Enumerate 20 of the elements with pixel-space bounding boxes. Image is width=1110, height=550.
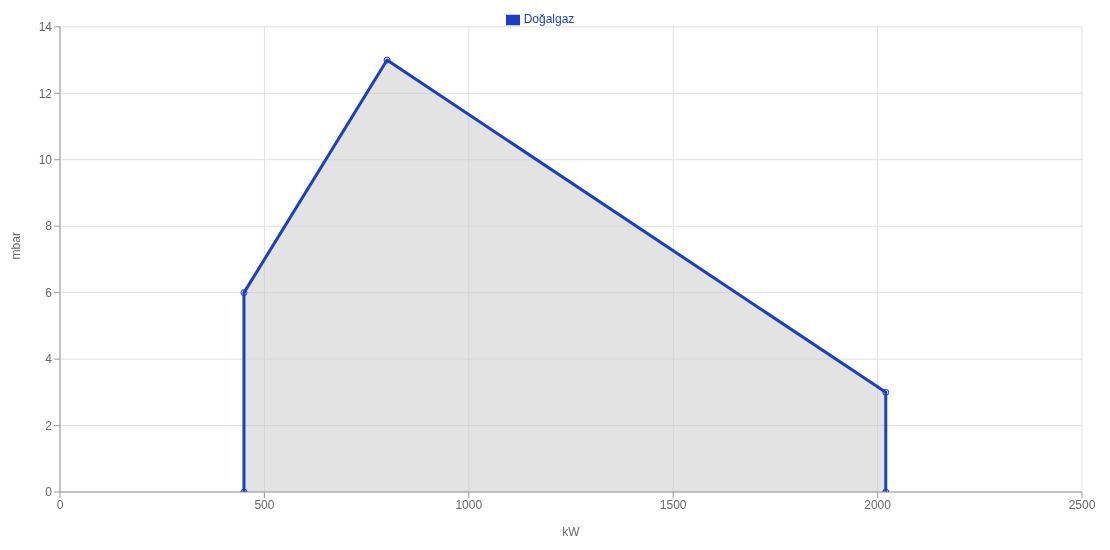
x-tick-label: 1000: [455, 497, 483, 512]
x-tick-label: 2000: [864, 497, 892, 512]
y-tick-label: 12: [38, 86, 53, 101]
point: [882, 388, 890, 396]
y-tick-label: 10: [38, 152, 53, 167]
x-tick-label: 500: [254, 497, 275, 512]
y-tick-label: 2: [45, 418, 53, 433]
y-axis-title: mbar: [9, 232, 24, 260]
legend-label: Doğalgaz: [523, 12, 575, 26]
point: [240, 289, 248, 297]
y-tick-label: 4: [45, 352, 53, 367]
y-tick-label: 8: [45, 219, 53, 234]
x-tick-label: 0: [56, 497, 64, 512]
y-tick-label: 6: [45, 285, 53, 300]
x-axis-title: kW: [562, 525, 581, 539]
y-tick-label: 0: [45, 485, 53, 500]
x-tick-label: 1500: [659, 497, 687, 512]
point: [383, 56, 391, 64]
x-tick-label: 2500: [1068, 497, 1096, 512]
y-tick-label: 14: [38, 20, 53, 35]
